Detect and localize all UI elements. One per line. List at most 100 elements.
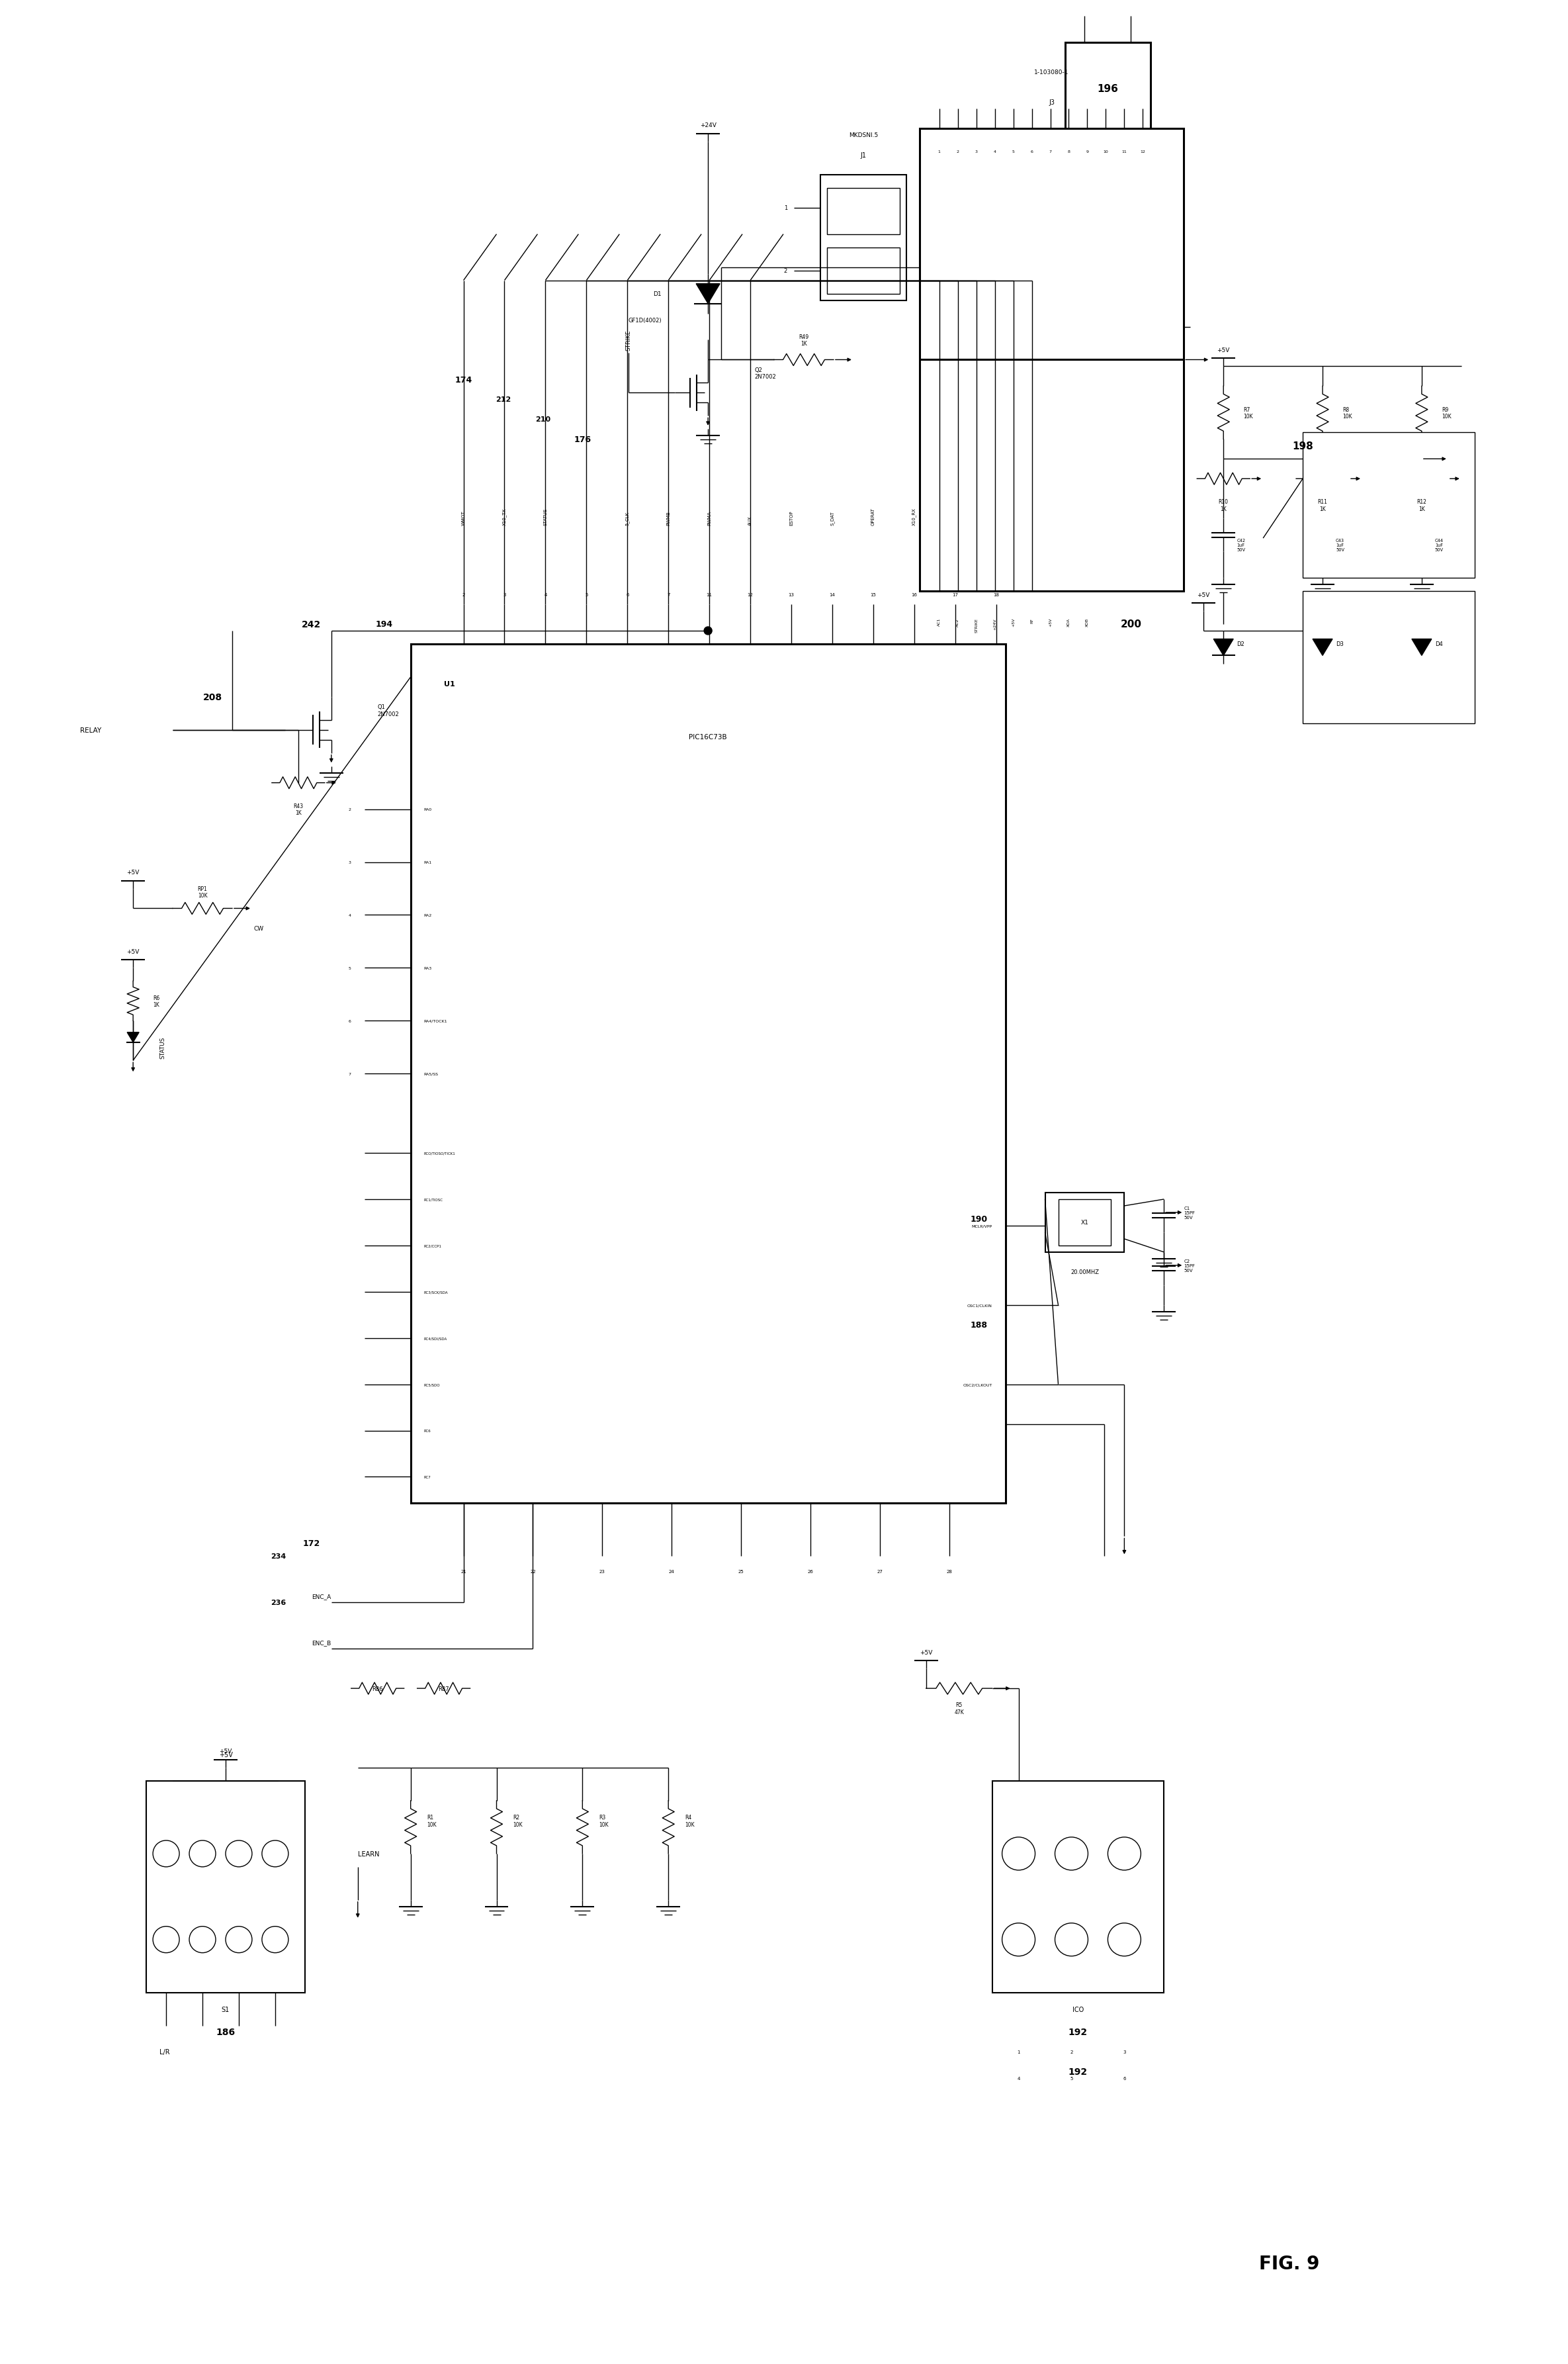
Text: ENC_B: ENC_B	[312, 1638, 331, 1645]
Text: R4
10K: R4 10K	[685, 1813, 695, 1827]
Text: C44
1uF
50V: C44 1uF 50V	[1435, 539, 1444, 551]
Text: XOA: XOA	[1068, 617, 1071, 626]
Text: R86: R86	[372, 1686, 383, 1693]
Text: R10
1K: R10 1K	[1218, 499, 1228, 513]
Text: 12: 12	[748, 593, 753, 596]
Text: 5: 5	[348, 967, 351, 969]
Bar	[820, 175, 906, 300]
Text: 9: 9	[1087, 151, 1088, 154]
Text: MKDSNI.5: MKDSNI.5	[848, 132, 878, 139]
Text: R5
47K: R5 47K	[955, 1702, 964, 1714]
Text: J1: J1	[861, 151, 866, 158]
Polygon shape	[127, 1033, 140, 1043]
Text: +5V: +5V	[127, 870, 140, 875]
Text: 27: 27	[877, 1570, 883, 1574]
Bar	[919, 130, 1184, 591]
Text: 5: 5	[585, 593, 588, 596]
Text: 4: 4	[994, 151, 996, 154]
Bar	[146, 1780, 304, 1993]
Text: 21: 21	[461, 1570, 466, 1574]
Text: 3: 3	[1123, 2050, 1126, 2054]
Text: 23: 23	[599, 1570, 605, 1574]
Bar	[1058, 1199, 1112, 1246]
Text: R11
1K: R11 1K	[1317, 499, 1328, 513]
Text: RA4/TOCK1: RA4/TOCK1	[423, 1019, 447, 1024]
Text: 7: 7	[1049, 151, 1052, 154]
Text: 10: 10	[1104, 151, 1109, 154]
Text: RC4/SDI/SDA: RC4/SDI/SDA	[423, 1336, 447, 1340]
Text: X10_RX: X10_RX	[913, 508, 916, 525]
Text: GF1D(4002): GF1D(4002)	[629, 317, 662, 324]
Text: 26: 26	[808, 1570, 814, 1574]
Text: R1
10K: R1 10K	[426, 1813, 437, 1827]
Text: +24V: +24V	[699, 123, 717, 128]
Text: 1: 1	[938, 151, 941, 154]
Text: X1: X1	[1080, 1220, 1088, 1225]
Text: S1: S1	[221, 2005, 229, 2012]
Text: C42
1uF
50V: C42 1uF 50V	[1237, 539, 1245, 551]
Text: R87: R87	[437, 1686, 448, 1693]
Text: 24: 24	[670, 1570, 674, 1574]
Text: 242: 242	[301, 619, 321, 629]
Text: AUX: AUX	[748, 515, 753, 525]
Text: 3: 3	[348, 860, 351, 865]
Text: RCO/TIOSO/TICK1: RCO/TIOSO/TICK1	[423, 1151, 455, 1156]
Text: RA1: RA1	[423, 860, 431, 865]
Text: 17: 17	[952, 593, 958, 596]
Text: 6: 6	[626, 593, 629, 596]
Text: 11: 11	[706, 593, 712, 596]
Text: RELAY: RELAY	[80, 728, 102, 733]
Text: 11: 11	[1121, 151, 1127, 154]
Text: WMOT: WMOT	[461, 511, 466, 525]
Text: RC1/TIOSC: RC1/TIOSC	[423, 1199, 444, 1201]
Bar	[1303, 591, 1474, 723]
Text: 2: 2	[1069, 2050, 1073, 2054]
Text: 234: 234	[271, 1553, 285, 1560]
Text: STRIKE: STRIKE	[626, 331, 632, 350]
Text: 190: 190	[971, 1215, 988, 1225]
Text: 176: 176	[574, 435, 591, 444]
Text: 2: 2	[348, 808, 351, 811]
Text: 2: 2	[956, 151, 960, 154]
Text: 172: 172	[303, 1539, 320, 1548]
Text: X10_TX: X10_TX	[502, 508, 506, 525]
Text: RC3/SCK/SDA: RC3/SCK/SDA	[423, 1291, 448, 1293]
Text: 5: 5	[1069, 2076, 1073, 2080]
Text: Q2
2N7002: Q2 2N7002	[754, 366, 776, 381]
Text: +5V: +5V	[127, 948, 140, 955]
Text: XOB: XOB	[1085, 617, 1088, 626]
Text: 18: 18	[993, 593, 999, 596]
Text: STRIKE: STRIKE	[975, 617, 978, 634]
Text: 3: 3	[975, 151, 977, 154]
Text: OPERAT: OPERAT	[872, 508, 875, 525]
Text: 2: 2	[463, 593, 466, 596]
Text: R6
1K: R6 1K	[154, 995, 160, 1007]
Text: 12: 12	[1140, 151, 1146, 154]
Text: 15: 15	[870, 593, 877, 596]
Text: 174: 174	[455, 376, 472, 385]
Text: R43
1K: R43 1K	[293, 804, 303, 816]
Text: RA2: RA2	[423, 915, 431, 917]
Text: RC6: RC6	[423, 1430, 431, 1433]
Text: 28: 28	[946, 1570, 952, 1574]
Text: 6: 6	[1123, 2076, 1126, 2080]
Text: 192: 192	[1068, 2028, 1088, 2038]
Text: RA3: RA3	[423, 967, 431, 969]
Text: R7
10K: R7 10K	[1243, 407, 1253, 418]
Text: AC2: AC2	[956, 617, 960, 626]
Text: 210: 210	[535, 416, 550, 423]
Text: CW: CW	[254, 927, 263, 931]
Bar	[1065, 43, 1151, 135]
Text: 192: 192	[1068, 2066, 1088, 2076]
Text: 200: 200	[1121, 619, 1142, 629]
Text: 186: 186	[216, 2028, 235, 2038]
Text: J3: J3	[1049, 99, 1055, 106]
Text: MCLR/VPP: MCLR/VPP	[972, 1225, 993, 1227]
Text: 208: 208	[202, 693, 223, 702]
Bar	[826, 189, 900, 234]
Bar	[411, 645, 1005, 1504]
Text: LEARN: LEARN	[358, 1851, 379, 1858]
Text: C2
15PF
50V: C2 15PF 50V	[1184, 1260, 1195, 1272]
Text: D4: D4	[1435, 641, 1443, 648]
Text: ICO: ICO	[1073, 2005, 1083, 2012]
